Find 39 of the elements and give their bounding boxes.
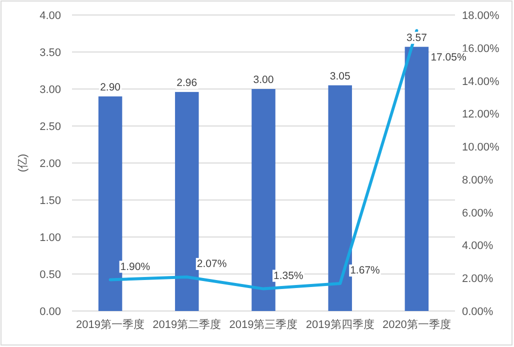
data-label: 1.67%	[350, 264, 380, 277]
data-label: 2.07%	[196, 258, 227, 270]
data-label: 3.00	[253, 74, 274, 86]
y2-tick-label: 0.00%	[462, 306, 494, 318]
y-tick-label: 3.50	[40, 47, 61, 59]
y-tick-label: 4.00	[40, 10, 61, 22]
x-tick-label: 2019第四季度	[306, 318, 374, 331]
bar	[175, 92, 199, 311]
x-tick-label: 2019第二季度	[152, 318, 222, 331]
y-tick-label: 2.00	[40, 158, 61, 170]
x-tick-label: 2019第三季度	[229, 318, 298, 331]
bar	[404, 46, 429, 311]
y-tick-label: 0.50	[40, 269, 61, 281]
y2-tick-label: 14.00%	[462, 76, 500, 88]
bar	[252, 89, 276, 311]
y2-tick-label: 10.00%	[462, 142, 500, 154]
y-tick-label: 1.00	[40, 232, 61, 244]
bar	[98, 96, 122, 311]
y2-tick-label: 6.00%	[462, 207, 494, 220]
y-tick-label: 1.50	[40, 195, 61, 207]
data-label: 1.35%	[274, 270, 304, 282]
y-axis-title: (亿)	[17, 154, 29, 172]
data-label: 1.90%	[120, 260, 150, 273]
data-label: 2.90	[100, 81, 121, 94]
data-label: 3.05	[330, 70, 350, 82]
y2-tick-label: 18.00%	[462, 10, 500, 22]
data-label: 17.05%	[430, 52, 466, 64]
x-tick-label: 2020第一季度	[382, 318, 451, 331]
bar	[328, 85, 352, 311]
y2-tick-label: 8.00%	[462, 174, 494, 186]
y2-tick-label: 2.00%	[462, 273, 494, 286]
data-label: 2.96	[176, 76, 198, 89]
y-tick-label: 2.50	[40, 121, 61, 133]
y2-tick-label: 4.00%	[462, 240, 494, 252]
y-tick-label: 0.00	[40, 306, 61, 318]
data-label: 3.57	[406, 32, 428, 44]
x-tick-label: 2019第一季度	[76, 318, 145, 331]
y-tick-label: 3.00	[40, 84, 61, 96]
y2-tick-label: 12.00%	[462, 108, 500, 121]
